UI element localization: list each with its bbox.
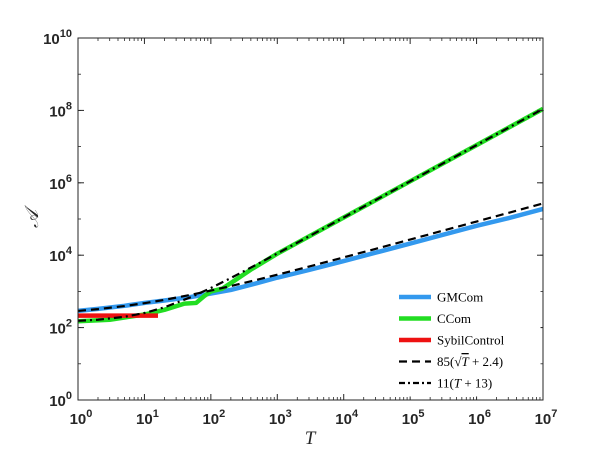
y-tick-labels: 100 102 104 106 108 1010 [43,28,73,410]
y-tick-label: 102 [49,318,72,338]
x-tick-label: 102 [202,408,225,428]
y-tick-label: 1010 [43,28,72,48]
x-tick-label: 106 [468,408,491,428]
legend-label: CCom [437,311,471,326]
legend-label: SybilControl [437,333,505,348]
legend-label: 85(√T + 2.4) [437,354,503,369]
x-tick-label: 100 [70,408,93,428]
y-tick-label: 106 [49,173,72,193]
legend-label: 11(T + 13) [437,376,492,391]
x-tick-label: 101 [136,408,159,428]
series-layer [77,106,545,324]
x-tick-label: 107 [535,408,558,428]
series-line-gmcom [77,206,544,314]
y-tick-label: 108 [49,100,72,120]
legend: GMCom CCom SybilControl 85(√T + 2.4) 11(T + … [392,283,541,397]
y-tick-label: 104 [49,245,73,265]
x-tick-labels: 100 101 102 103 104 105 106 107 [70,408,558,428]
x-tick-label: 105 [402,408,425,428]
x-tick-label: 104 [335,408,359,428]
legend-label: GMCom [437,290,483,305]
series-line-85-t-2-4 [77,202,544,313]
x-tick-label: 103 [269,408,292,428]
x-axis-label: T [305,428,317,449]
y-tick-label: 100 [49,390,72,410]
